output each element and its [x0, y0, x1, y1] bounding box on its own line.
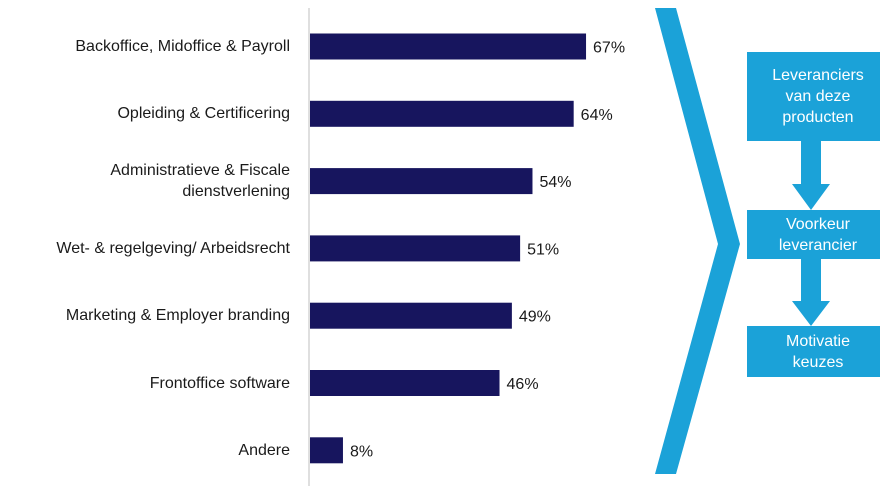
bar-4 [310, 302, 512, 329]
bar-5 [310, 370, 500, 396]
data-label-2: 54% [539, 174, 571, 191]
data-label-6: 8% [350, 443, 373, 460]
bar-0 [310, 33, 587, 60]
category-label-3: Wet- & regelgeving/ Arbeidsrecht [56, 239, 290, 257]
category-label-2: Administratieve & Fiscale dienstverlenin… [110, 162, 290, 201]
bar-2 [310, 168, 533, 195]
flow-arrow-2 [792, 259, 830, 326]
category-label-0: Backoffice, Midoffice & Payroll [75, 38, 290, 55]
bar-3 [310, 235, 521, 262]
flow-step-motivation: Motivatie keuzes [747, 326, 880, 377]
category-label-1: Opleiding & Certificering [117, 105, 290, 123]
data-label-1: 64% [581, 107, 613, 124]
flow-step-suppliers: Leveranciers van deze producten [747, 52, 880, 141]
data-label-0: 67% [593, 40, 625, 57]
flow-arrow-1 [792, 141, 830, 210]
bar-1 [310, 100, 574, 127]
chevron-divider [655, 8, 740, 474]
category-label-6: Andere [238, 441, 290, 459]
data-label-4: 49% [519, 309, 551, 326]
category-label-4: Marketing & Employer branding [65, 307, 290, 325]
flow-step-preferred-supplier: Voorkeur leverancier [747, 210, 880, 259]
category-label-5: Frontoffice software [149, 374, 290, 392]
data-label-5: 46% [507, 376, 539, 393]
data-label-3: 51% [527, 241, 559, 258]
bar-6 [310, 437, 343, 464]
